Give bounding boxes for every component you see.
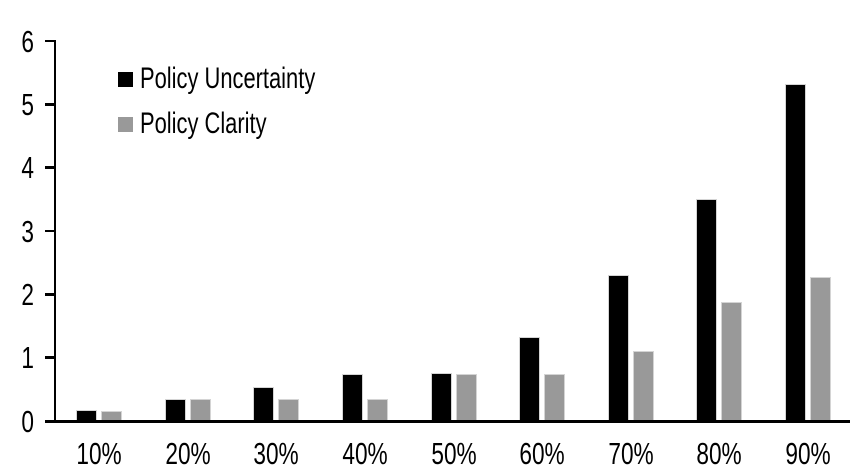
y-tick-label-5: 5 [21, 86, 34, 122]
x-tick-label-80%: 80% [696, 436, 742, 471]
x-tick-label-60%: 60% [519, 436, 565, 471]
y-tick-mark-5 [45, 103, 55, 106]
y-tick-label-0: 0 [21, 403, 34, 439]
x-tick-label-20%: 20% [165, 436, 211, 471]
bar-policy-uncertainty-30% [253, 386, 275, 421]
x-tick-80%: 80% [675, 438, 764, 469]
bar-group-80% [675, 41, 764, 421]
x-tick-label-30%: 30% [253, 436, 300, 471]
bar-group-50% [409, 41, 498, 421]
y-axis-line [53, 39, 56, 421]
bar-policy-uncertainty-50% [430, 372, 452, 421]
bar-group-60% [498, 41, 587, 421]
bar-policy-clarity-10% [101, 410, 123, 421]
legend: Policy Uncertainty Policy Clarity [118, 64, 380, 154]
legend-item-policy-uncertainty: Policy Uncertainty [118, 64, 380, 94]
bar-policy-uncertainty-70% [607, 275, 629, 421]
bar-group-70% [586, 41, 675, 421]
plot-area [55, 41, 852, 421]
x-tick-60%: 60% [498, 438, 587, 469]
y-tick-label-6: 6 [21, 23, 34, 59]
bar-policy-uncertainty-60% [519, 336, 541, 421]
legend-label-policy-clarity: Policy Clarity [140, 107, 267, 140]
bar-group-10% [55, 41, 144, 421]
y-tick-label-2: 2 [21, 276, 34, 312]
legend-item-policy-clarity: Policy Clarity [118, 109, 380, 139]
x-tick-20%: 20% [144, 438, 233, 469]
bar-group-20% [144, 41, 233, 421]
legend-swatch-gray-icon [118, 116, 133, 132]
y-tick-mark-2 [45, 293, 55, 296]
y-tick-mark-4 [45, 166, 55, 169]
bar-policy-clarity-20% [189, 398, 211, 421]
bar-policy-clarity-90% [809, 276, 831, 421]
x-axis-line [45, 419, 850, 423]
y-tick-mark-1 [45, 356, 55, 359]
legend-label-policy-uncertainty: Policy Uncertainty [140, 62, 316, 95]
bar-policy-uncertainty-40% [341, 373, 363, 421]
bar-policy-clarity-70% [632, 350, 654, 421]
x-tick-40%: 40% [321, 438, 410, 469]
bar-policy-clarity-80% [721, 301, 743, 421]
y-tick-mark-3 [45, 229, 55, 233]
bar-policy-clarity-30% [278, 398, 300, 421]
bar-policy-clarity-50% [455, 374, 477, 421]
bar-policy-uncertainty-80% [696, 199, 718, 421]
x-tick-30%: 30% [232, 438, 321, 469]
legend-swatch-black-icon [118, 71, 133, 87]
x-tick-label-40%: 40% [342, 436, 388, 471]
x-tick-label-70%: 70% [608, 436, 654, 471]
x-axis-labels: 10% 20% 30% 40% 50% 60% 70% 80% 90% [55, 438, 852, 469]
bar-policy-clarity-60% [544, 374, 566, 421]
x-tick-label-50%: 50% [430, 436, 477, 471]
y-tick-label-1: 1 [21, 340, 34, 376]
x-tick-70%: 70% [586, 438, 675, 469]
bar-group-40% [321, 41, 410, 421]
x-tick-10%: 10% [55, 438, 144, 469]
y-tick-label-4: 4 [21, 150, 34, 186]
y-tick-label-3: 3 [21, 213, 34, 249]
bar-group-30% [232, 41, 321, 421]
x-tick-90%: 90% [764, 438, 852, 469]
x-tick-50%: 50% [409, 438, 498, 469]
x-tick-label-90%: 90% [785, 436, 831, 471]
bar-policy-uncertainty-90% [784, 84, 806, 421]
y-tick-mark-6 [45, 39, 55, 43]
bar-policy-uncertainty-20% [164, 398, 186, 421]
bar-group-90% [764, 41, 852, 421]
bar-policy-clarity-40% [366, 398, 388, 421]
bar-policy-uncertainty-10% [76, 410, 98, 421]
x-tick-label-10%: 10% [76, 436, 122, 471]
